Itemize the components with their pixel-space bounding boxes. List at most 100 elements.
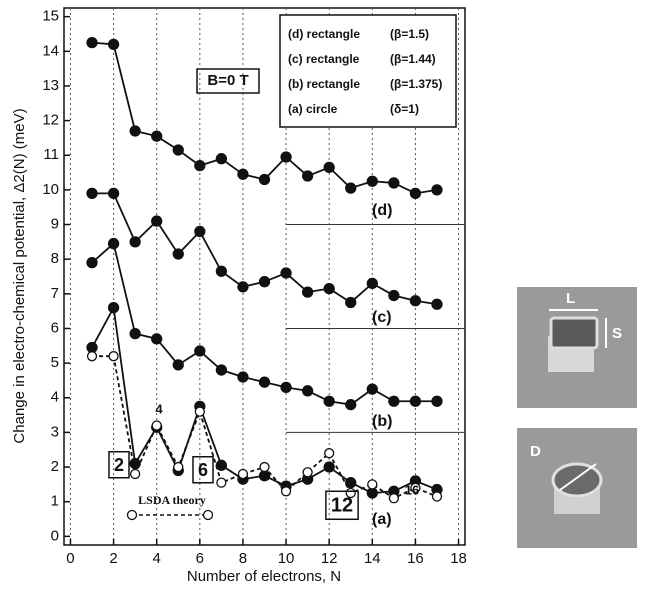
y-tick-label: 12 <box>42 112 59 129</box>
y-tick-label: 13 <box>42 77 59 94</box>
data-point <box>107 187 120 200</box>
legend-param: (β=1.375) <box>390 77 442 91</box>
data-point <box>388 395 400 407</box>
data-point <box>410 482 421 493</box>
annotation-box <box>325 490 359 521</box>
data-point <box>324 448 335 459</box>
data-point <box>280 381 292 394</box>
field-box <box>196 68 260 94</box>
data-point <box>280 267 292 279</box>
sem-image-rect: L S <box>517 287 637 408</box>
data-point <box>129 328 141 340</box>
data-point <box>215 364 228 376</box>
data-point <box>172 144 184 156</box>
data-point <box>151 215 163 227</box>
data-point <box>129 468 141 480</box>
data-point <box>258 276 271 288</box>
data-point <box>345 399 357 411</box>
annotation-box <box>192 456 214 484</box>
data-point <box>107 237 120 250</box>
data-point <box>172 359 184 371</box>
y-tick-label: 5 <box>51 354 59 371</box>
sem-image-circle: D <box>517 428 637 548</box>
lsda-sample-marker <box>202 509 214 521</box>
data-point <box>215 459 228 471</box>
x-tick-label: 14 <box>364 550 381 567</box>
x-tick-label: 12 <box>321 550 338 567</box>
series-tag: (a) <box>372 511 392 528</box>
data-point <box>194 406 205 417</box>
data-point <box>173 461 184 473</box>
legend-entry: (a) circle <box>288 102 338 116</box>
data-point <box>367 479 378 490</box>
data-point <box>86 351 98 362</box>
data-point <box>302 467 313 478</box>
data-point <box>345 182 357 194</box>
image-label: D <box>530 443 541 460</box>
data-point <box>366 383 378 395</box>
plot-frame <box>63 7 466 546</box>
data-point <box>323 395 335 407</box>
data-point <box>151 420 162 431</box>
data-point <box>431 491 443 502</box>
annotation: 12 <box>331 494 353 516</box>
data-point <box>216 477 227 488</box>
field-label: B=0 T <box>207 72 248 89</box>
annotation-box <box>108 451 130 479</box>
data-point <box>323 282 335 295</box>
series-tag: (c) <box>372 309 392 326</box>
x-tick-label: 4 <box>153 550 161 567</box>
y-tick-label: 6 <box>51 319 59 336</box>
y-tick-label: 3 <box>51 423 59 440</box>
x-tick-label: 16 <box>407 550 424 567</box>
data-point <box>151 333 163 345</box>
legend-param: (δ=1) <box>390 102 419 116</box>
data-point <box>366 487 378 499</box>
data-point <box>301 385 314 397</box>
y-tick-label: 15 <box>42 8 59 25</box>
data-point <box>215 153 228 165</box>
x-tick-label: 0 <box>66 550 74 567</box>
data-point <box>86 341 98 354</box>
legend-entry: (b) rectangle <box>288 77 360 91</box>
y-tick-label: 9 <box>51 216 59 233</box>
data-point <box>86 187 98 200</box>
data-point <box>194 345 206 357</box>
x-tick-label: 2 <box>109 550 117 567</box>
data-point <box>194 159 206 172</box>
annotation: 6 <box>198 460 208 480</box>
data-point <box>431 298 443 310</box>
legend-param: (β=1.44) <box>390 52 436 66</box>
data-point <box>86 36 98 49</box>
data-point <box>107 302 120 314</box>
annotation: 16 <box>405 482 419 497</box>
annotation: 2 <box>114 455 124 475</box>
x-axis-label: Number of electrons, N <box>187 568 341 585</box>
data-point <box>301 286 314 298</box>
data-point <box>258 173 271 186</box>
y-tick-label: 7 <box>51 285 59 302</box>
data-point <box>86 256 98 269</box>
lsda-sample-marker <box>126 509 138 521</box>
y-axis-label: Change in electro-chemical potential, Δ2… <box>11 108 28 443</box>
data-point <box>280 151 292 163</box>
data-point <box>280 486 292 497</box>
data-point <box>366 175 378 187</box>
data-point <box>409 395 422 407</box>
series-tag: (b) <box>372 413 392 430</box>
data-point <box>151 130 163 142</box>
data-point <box>129 125 141 137</box>
data-point <box>129 236 141 248</box>
data-point <box>301 170 314 182</box>
data-point <box>107 38 120 51</box>
data-point <box>259 461 270 473</box>
y-tick-label: 1 <box>51 493 59 510</box>
annotation: 9 <box>263 468 270 483</box>
y-tick-label: 0 <box>51 527 59 544</box>
legend-entry: (d) rectangle <box>288 27 360 41</box>
data-point <box>323 461 335 473</box>
data-point <box>388 493 400 504</box>
data-point <box>258 376 271 388</box>
y-tick-label: 14 <box>42 42 59 59</box>
y-tick-label: 4 <box>51 389 59 406</box>
